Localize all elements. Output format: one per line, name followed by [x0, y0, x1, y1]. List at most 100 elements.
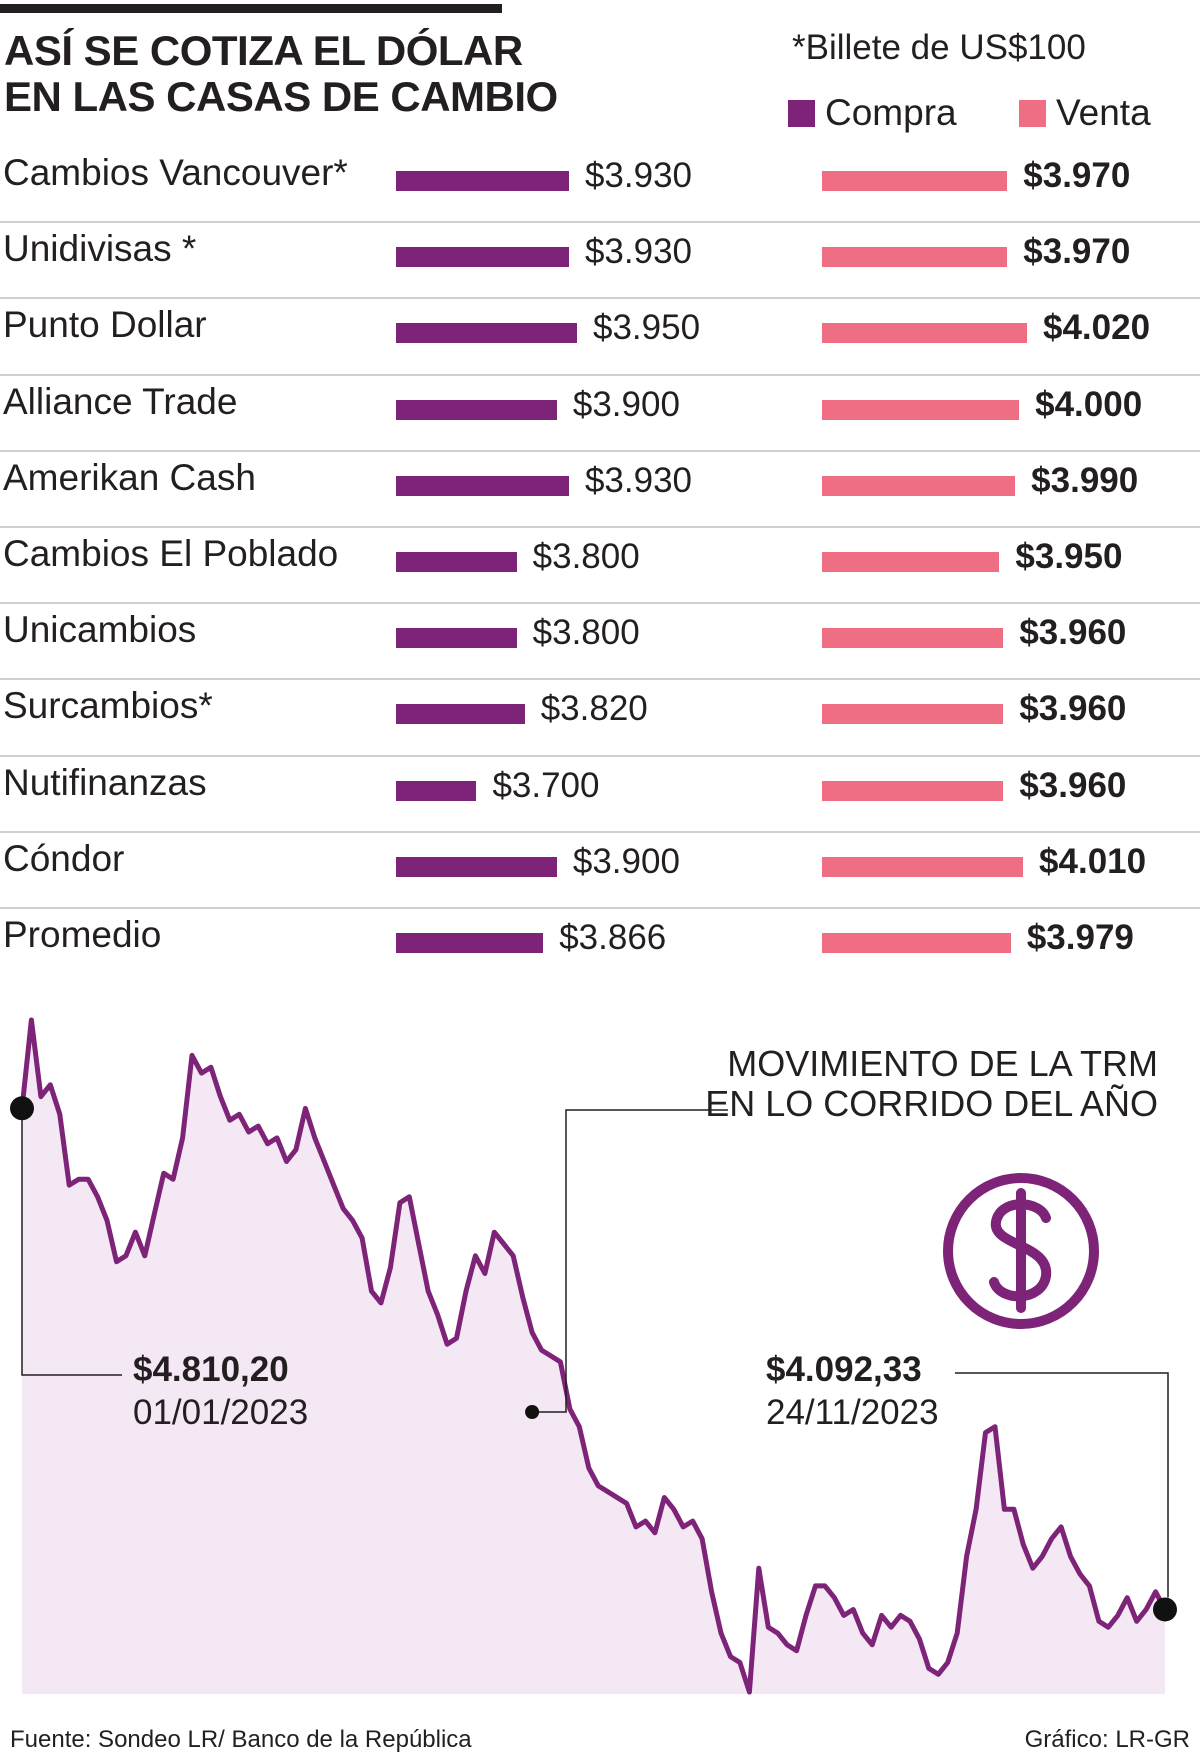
- value-venta: $3.970: [1023, 156, 1131, 195]
- legend-swatch-venta: [1019, 99, 1046, 127]
- value-venta: $4.000: [1035, 384, 1143, 424]
- row-label: Nutifinanzas: [3, 761, 207, 803]
- bar-venta: [822, 475, 1016, 496]
- value-venta: $4.010: [1039, 841, 1147, 881]
- row-label: Surcambios*: [3, 685, 213, 727]
- title-line-2: EN LAS CASAS DE CAMBIO: [4, 73, 558, 120]
- value-venta: $3.990: [1031, 460, 1139, 500]
- footer-source: Fuente: Sondeo LR/ Banco de la República: [10, 1726, 472, 1753]
- trm-line: [19, 1017, 1168, 1695]
- value-compra: $3.866: [559, 918, 667, 957]
- end-point-marker: [1153, 1597, 1177, 1622]
- value-compra: $3.900: [572, 384, 680, 424]
- value-compra: $3.930: [584, 156, 693, 195]
- value-compra: $3.930: [584, 460, 693, 500]
- bar-venta: [822, 933, 1011, 953]
- table-row: Amerikan Cash $3.930 $3.990: [0, 451, 1200, 528]
- row-divider: [0, 830, 1200, 833]
- value-compra: $3.700: [492, 765, 600, 805]
- table-row: Cóndor $3.900 $4.010: [0, 832, 1200, 909]
- row-divider: [0, 297, 1200, 300]
- trm-title: MOVIMIENTO DE LA TRM EN LO CORRIDO DEL A…: [705, 1044, 1158, 1124]
- row-divider: [0, 221, 1200, 224]
- row-label: Promedio: [3, 914, 162, 955]
- table-row: Promedio $3.866 $3.979: [0, 908, 1200, 984]
- row-divider: [0, 754, 1200, 757]
- bar-compra: [396, 856, 557, 877]
- value-venta: $3.960: [1019, 765, 1127, 805]
- value-compra: $3.800: [532, 537, 640, 576]
- row-divider: [0, 906, 1200, 909]
- legend-label-venta: Venta: [1056, 92, 1151, 133]
- value-compra: $3.820: [540, 689, 648, 729]
- title-line-1: ASÍ SE COTIZA EL DÓLAR: [4, 27, 523, 74]
- row-divider: [0, 602, 1200, 605]
- bar-venta: [822, 171, 1008, 191]
- bar-compra: [396, 704, 525, 725]
- row-label: Unidivisas *: [3, 228, 197, 270]
- start-point-marker: [10, 1096, 34, 1121]
- mid-point-marker: [525, 1405, 540, 1419]
- table-row: Nutifinanzas $3.700 $3.960: [0, 756, 1200, 833]
- table-row: Alliance Trade $3.900 $4.000: [0, 375, 1200, 452]
- row-label: Cambios El Poblado: [3, 533, 339, 574]
- callout-end-value: $4.092,33: [766, 1350, 922, 1389]
- table-row: Punto Dollar $3.950 $4.020: [0, 298, 1200, 376]
- value-venta: $3.970: [1023, 232, 1131, 272]
- bar-venta: [822, 856, 1024, 877]
- trm-area-fill: [22, 1020, 1165, 1694]
- value-compra: $3.900: [572, 841, 680, 881]
- bar-compra: [396, 780, 477, 801]
- value-venta: $3.960: [1019, 613, 1127, 653]
- bar-venta: [822, 552, 1000, 572]
- legend-label-compra: Compra: [825, 92, 957, 133]
- legend-swatch-compra: [788, 99, 815, 127]
- bar-compra: [396, 628, 517, 649]
- callout-end-leader: [955, 1372, 1169, 1598]
- value-venta: $4.020: [1043, 308, 1151, 348]
- row-divider: [0, 449, 1200, 452]
- legend-compra: Compra: [788, 92, 957, 134]
- bar-venta: [822, 704, 1004, 725]
- row-label: Punto Dollar: [3, 304, 207, 346]
- footer-credit: Gráfico: LR-GR: [1024, 1726, 1190, 1753]
- bar-venta: [822, 780, 1004, 801]
- value-compra: $3.930: [584, 232, 693, 272]
- value-compra: $3.800: [532, 613, 640, 653]
- table-row: Unidivisas * $3.930 $3.970: [0, 222, 1200, 300]
- value-venta: $3.979: [1026, 918, 1134, 957]
- callout-start-leader: [21, 1118, 122, 1376]
- bar-venta: [822, 628, 1004, 649]
- row-label: Cóndor: [3, 837, 125, 879]
- trm-title-line-2: EN LO CORRIDO DEL AÑO: [705, 1083, 1158, 1124]
- row-label: Amerikan Cash: [3, 456, 256, 498]
- bar-compra: [396, 247, 569, 268]
- row-label: Cambios Vancouver*: [3, 152, 348, 193]
- table-row: Unicambios $3.800 $3.960: [0, 603, 1200, 681]
- legend-venta: Venta: [1019, 92, 1151, 134]
- value-compra: $3.950: [593, 308, 701, 348]
- trm-title-leader: [532, 1109, 728, 1413]
- row-divider: [0, 525, 1200, 528]
- bar-venta: [822, 247, 1008, 268]
- bar-compra: [396, 399, 557, 420]
- value-venta: $3.950: [1015, 537, 1123, 576]
- bar-compra: [396, 171, 569, 191]
- row-label: Alliance Trade: [3, 380, 238, 422]
- bar-compra: [396, 933, 544, 953]
- bar-compra: [396, 552, 517, 572]
- row-label: Unicambios: [3, 609, 197, 651]
- row-divider: [0, 373, 1200, 376]
- table-row: Cambios El Poblado $3.800 $3.950: [0, 527, 1200, 605]
- callout-start-value: $4.810,20: [133, 1350, 289, 1389]
- note: *Billete de US$100: [792, 28, 1086, 67]
- top-rule: [0, 4, 502, 13]
- trm-title-line-1: MOVIMIENTO DE LA TRM: [727, 1043, 1158, 1084]
- bar-venta: [822, 399, 1020, 420]
- bar-compra: [396, 475, 569, 496]
- table-row: Surcambios* $3.820 $3.960: [0, 679, 1200, 757]
- chart-title: ASÍ SE COTIZA EL DÓLAR EN LAS CASAS DE C…: [4, 28, 558, 120]
- callout-start-date: 01/01/2023: [133, 1393, 309, 1432]
- bar-venta: [822, 323, 1027, 344]
